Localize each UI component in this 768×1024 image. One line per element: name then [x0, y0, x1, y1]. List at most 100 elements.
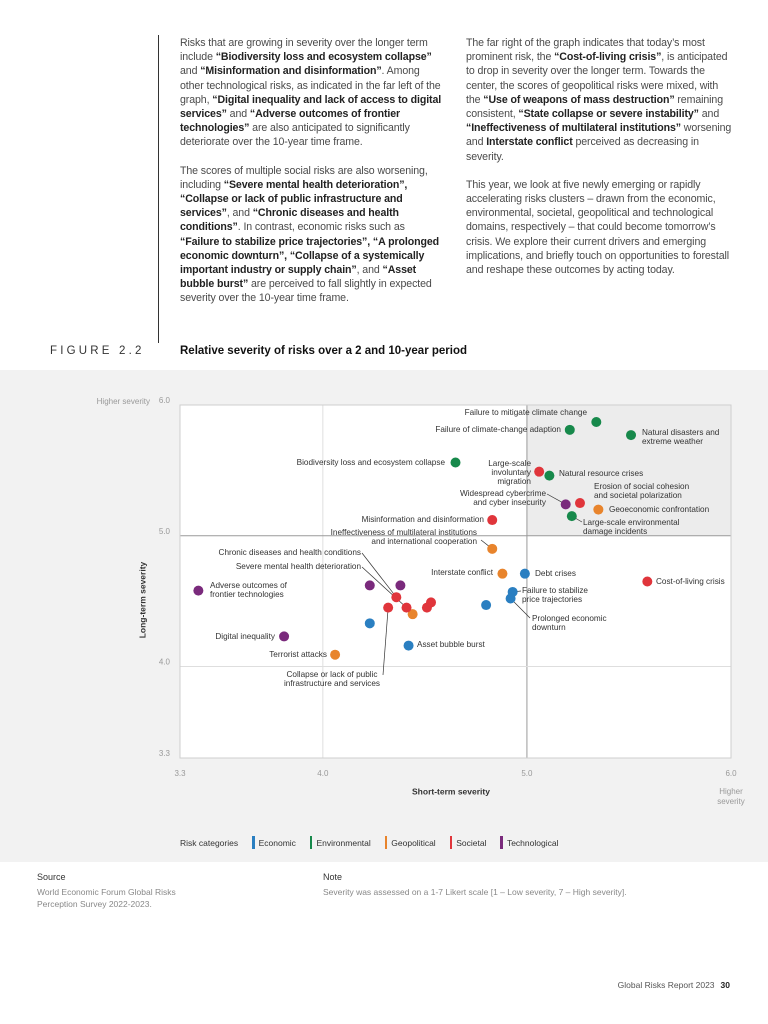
point-label: Biodiversity loss and ecosystem collapse — [296, 458, 445, 467]
bold-text: “Chronic diseases and health conditions” — [180, 207, 399, 234]
legend-swatch — [309, 836, 313, 849]
point-label: Erosion of social cohesion and societal … — [594, 482, 690, 501]
leader-line — [382, 607, 389, 676]
text-run: are perceived to fall slightly in expect… — [180, 278, 432, 305]
note-text: Severity was assessed on a 1-7 Likert sc… — [323, 887, 627, 897]
highlight-quadrant — [526, 405, 731, 536]
text-run: and — [698, 108, 720, 121]
point-label: Natural disasters and extreme weather — [642, 428, 720, 447]
text-run: , and — [356, 264, 383, 277]
bold-text: “Ineffectiveness of multilateral institu… — [466, 122, 681, 135]
page-number: 30 — [720, 980, 730, 990]
legend-label: Societal — [456, 837, 487, 848]
point-label: Cost-of-living crisis — [656, 577, 725, 586]
risk-point — [364, 580, 375, 591]
point-label: Asset bubble burst — [417, 640, 485, 649]
leader-line — [361, 552, 397, 598]
risk-point — [505, 593, 516, 604]
risk-point — [330, 649, 341, 660]
point-label: Large-scale involuntary migration — [488, 459, 531, 487]
legend-item: Societal — [449, 836, 487, 849]
footer: Global Risks Report 2023 30 — [618, 980, 730, 990]
legend-item: Geopolitical — [384, 836, 436, 849]
risk-point — [407, 609, 418, 620]
risk-point — [560, 499, 571, 510]
legend-item: Economic — [252, 836, 296, 849]
legend-title: Risk categories — [180, 837, 239, 848]
risk-point — [403, 640, 414, 651]
bold-text: “Use of weapons of mass destruction” — [483, 93, 675, 106]
y-tick-label: 4.0 — [159, 658, 171, 667]
point-label: Failure to mitigate climate change — [464, 408, 587, 417]
legend-label: Geopolitical — [391, 837, 436, 848]
risk-point — [401, 602, 412, 613]
paragraph: This year, we look at five newly emergin… — [466, 178, 732, 277]
risk-point — [593, 504, 604, 515]
point-label: Widespread cybercrime and cyber insecuri… — [460, 489, 546, 508]
point-label: Natural resource crises — [559, 469, 644, 478]
point-label: Terrorist attacks — [269, 650, 327, 659]
risk-point — [383, 602, 394, 613]
plot-border — [179, 404, 732, 759]
y-tick-label: 6.0 — [159, 396, 171, 405]
source-text: World Economic Forum Global Risks Percep… — [37, 887, 176, 909]
risk-point — [487, 515, 498, 526]
point-label: Failure of climate-change adaption — [435, 425, 561, 434]
y-tick-label: 3.3 — [159, 749, 171, 758]
text-run: are also anticipated to significantly de… — [180, 122, 410, 149]
note-title: Note — [323, 872, 343, 882]
y-tick-label: 5.0 — [159, 527, 171, 536]
point-label: Severe mental health deterioration — [235, 562, 361, 571]
point-label: Failure to stabilize price trajectories — [522, 586, 588, 605]
text-run: Risks that are growing in severity over … — [180, 37, 428, 64]
text-run: worsening and — [466, 122, 732, 149]
risk-point — [450, 457, 461, 468]
x-axis-note: Higher severity — [717, 787, 745, 806]
bold-text: “Misinformation and disinformation” — [200, 65, 382, 78]
point-label: Adverse outcomes of frontier technologie… — [210, 581, 287, 600]
x-tick-label: 5.0 — [521, 769, 533, 778]
source-title: Source — [37, 872, 66, 882]
text-run: . In contrast, economic risks such as — [237, 221, 405, 234]
bold-text: “Cost-of-living crisis” — [554, 51, 662, 64]
y-axis-note: Higher severity — [96, 397, 150, 406]
risk-point — [481, 600, 492, 611]
point-label: Digital inequality — [215, 632, 275, 641]
point-label: Misinformation and disinformation — [361, 515, 484, 524]
text-run: and — [226, 108, 250, 121]
risk-point — [487, 543, 498, 554]
text-run: , is anticipated to drop in severity ove… — [466, 51, 728, 106]
legend-swatch — [252, 836, 255, 849]
legend-label: Economic — [258, 837, 296, 848]
bold-text: “Digital inequality and lack of access t… — [180, 93, 442, 121]
text-run: . Among other technological risks, as in… — [180, 65, 441, 106]
legend-swatch — [500, 836, 503, 849]
risk-point — [395, 580, 406, 591]
point-label: Collapse or lack of public infrastructur… — [283, 670, 380, 689]
bold-text: “Asset bubble burst” — [180, 264, 417, 291]
point-label: Large-scale environmental damage inciden… — [583, 518, 680, 537]
point-label: Ineffectiveness of multilateral institut… — [330, 528, 477, 547]
x-tick-label: 3.3 — [174, 769, 186, 778]
x-tick-label: 4.0 — [317, 769, 329, 778]
x-axis-title: Short-term severity — [412, 786, 490, 796]
bold-text: “Biodiversity loss and ecosystem collaps… — [215, 51, 432, 64]
text-column: The far right of the graph indicates tha… — [466, 36, 732, 291]
legend-label: Environmental — [316, 837, 371, 848]
bold-text: “Adverse outcomes of frontier technologi… — [180, 108, 401, 135]
risk-point — [426, 597, 437, 608]
text-run: This year, we look at five newly emergin… — [466, 178, 730, 277]
risk-point — [642, 576, 653, 587]
point-label: Debt crises — [535, 569, 576, 578]
risk-point — [544, 470, 555, 481]
risk-point — [626, 430, 637, 441]
y-axis-title: Long-term severity — [137, 561, 147, 638]
risk-point — [193, 585, 204, 596]
bold-text: “State collapse or severe instability” — [518, 108, 699, 121]
point-label: Interstate conflict — [431, 568, 493, 577]
legend-swatch — [449, 836, 453, 849]
risk-point — [566, 511, 577, 522]
paragraph: The scores of multiple social risks are … — [180, 164, 446, 306]
